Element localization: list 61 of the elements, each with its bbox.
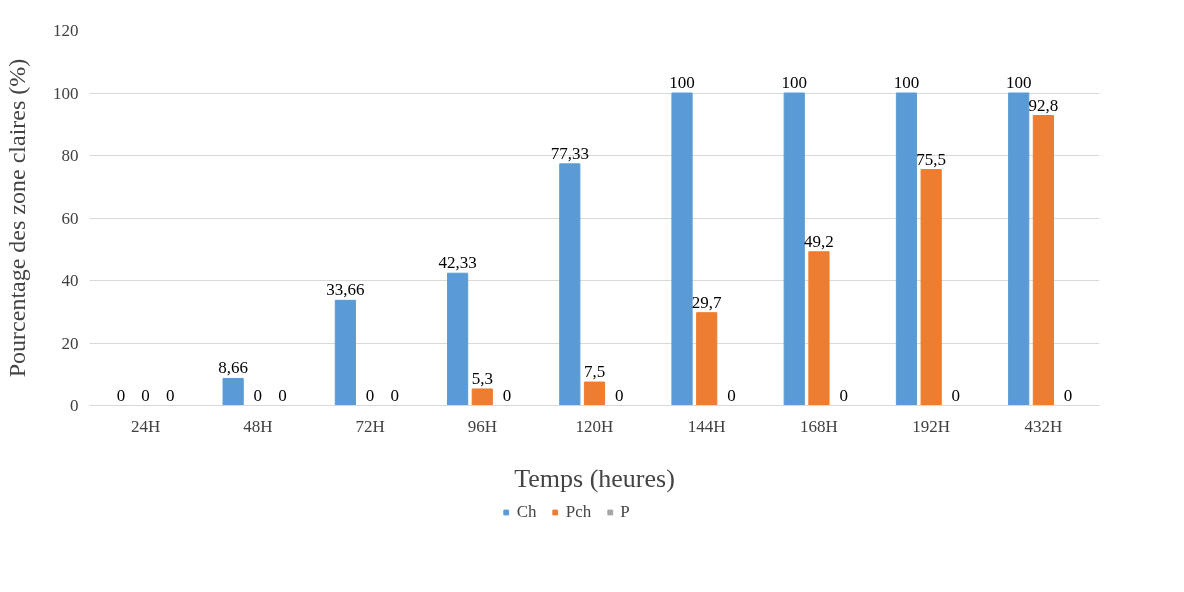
bar — [222, 377, 244, 406]
x-axis-title: Temps (heures) — [514, 463, 675, 493]
bar — [583, 381, 606, 406]
bar — [895, 92, 918, 406]
data-label: 33,66 — [326, 280, 365, 300]
legend-label: Pch — [565, 502, 592, 522]
x-tick-label: 120H — [575, 416, 614, 436]
bar — [671, 92, 693, 406]
bar — [446, 272, 469, 406]
y-axis-title: Pourcentage des zone claires (%) — [4, 58, 30, 378]
data-label: 0 — [253, 385, 263, 405]
x-tick-label: 72H — [355, 416, 385, 436]
y-tick-label: 20 — [61, 333, 79, 353]
data-label: 0 — [839, 385, 848, 405]
data-label: 8,66 — [218, 358, 249, 378]
data-label: 42,33 — [438, 253, 477, 273]
bar — [1032, 115, 1054, 406]
legend-label: P — [620, 502, 631, 522]
x-tick-label: 48H — [243, 416, 273, 436]
bar — [783, 92, 805, 406]
y-tick-label: 0 — [70, 396, 79, 415]
data-label: 0 — [614, 385, 624, 405]
y-tick-label: 60 — [61, 208, 79, 228]
data-label: 92,8 — [1028, 95, 1059, 115]
bar — [1008, 92, 1030, 406]
y-tick-label: 100 — [53, 83, 79, 103]
data-label: 77,33 — [550, 143, 589, 163]
data-label: 0 — [1063, 385, 1073, 405]
y-tick-label: 120 — [53, 21, 79, 40]
y-tick-label: 40 — [61, 271, 79, 290]
data-label: 75,5 — [916, 149, 947, 169]
legend-label: Ch — [516, 502, 537, 522]
bar — [471, 388, 493, 406]
data-label: 0 — [365, 385, 375, 405]
data-label: 0 — [390, 385, 399, 405]
x-tick-label: 96H — [467, 416, 497, 436]
x-tick-label: 432H — [1024, 416, 1063, 436]
data-label: 29,7 — [691, 292, 723, 312]
x-tick-label: 192H — [912, 416, 951, 436]
data-label: 5,3 — [471, 368, 493, 388]
data-label: 7,5 — [583, 362, 606, 382]
x-tick-label: 144H — [687, 416, 726, 436]
data-label: 0 — [951, 385, 961, 405]
bar — [920, 169, 942, 406]
data-label: 0 — [116, 385, 126, 405]
data-label: 100 — [893, 73, 920, 92]
bar — [696, 312, 718, 406]
data-label: 0 — [278, 385, 287, 405]
x-tick-label: 168H — [800, 416, 838, 436]
data-label: 0 — [141, 385, 150, 405]
bar — [334, 299, 356, 406]
bar — [559, 163, 581, 406]
data-label: 0 — [727, 385, 736, 405]
bar — [808, 251, 830, 406]
x-tick-label: 24H — [130, 416, 161, 436]
data-label: 100 — [781, 73, 808, 92]
data-label: 100 — [669, 73, 695, 92]
data-label: 0 — [166, 385, 175, 405]
y-tick-label: 80 — [61, 146, 79, 165]
data-label: 100 — [1005, 73, 1032, 92]
data-label: 0 — [502, 385, 512, 405]
